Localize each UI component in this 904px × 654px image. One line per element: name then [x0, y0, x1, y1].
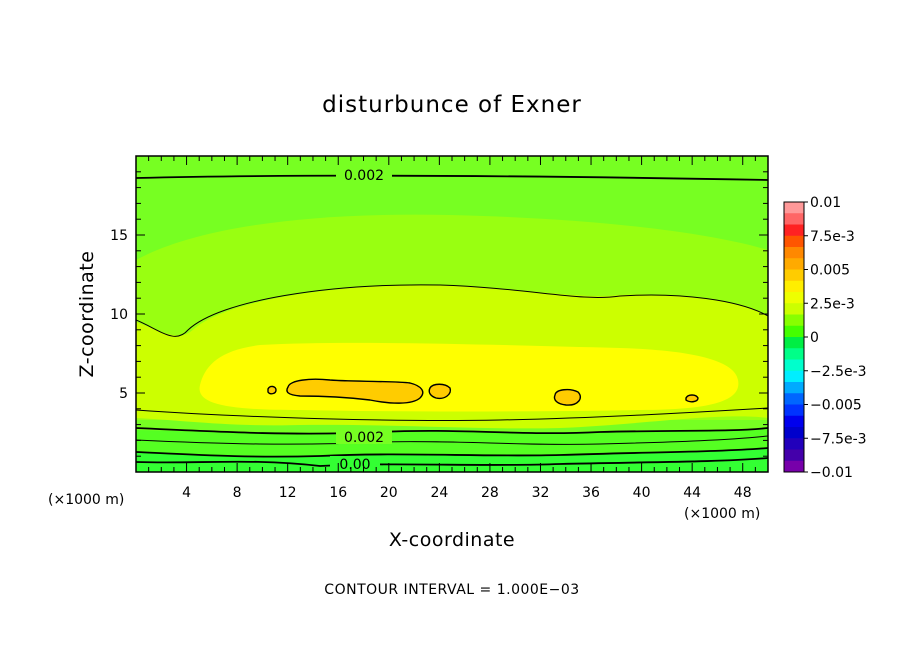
x-tick-label: 16: [329, 485, 347, 501]
colorbar-swatch: [784, 213, 804, 225]
colorbar-swatch: [784, 393, 804, 405]
colorbar-swatch: [784, 314, 804, 327]
x-axis-title: X-coordinate: [389, 529, 515, 551]
y-axis: 5 10 15: [110, 171, 768, 457]
colorbar-tick-label: 0: [810, 330, 819, 346]
x-tick-label: 44: [683, 485, 701, 501]
y-axis-title: Z-coordinate: [76, 251, 98, 378]
plot-area: [136, 156, 768, 472]
contour-line-top: [136, 174, 768, 181]
colorbar-swatch: [784, 269, 804, 282]
colorbar-swatch: [784, 224, 804, 237]
colorbar-tick-label: 0.005: [810, 263, 850, 279]
y-unit-note: (×1000 m): [48, 492, 124, 508]
colorbar-tick-label: −0.01: [810, 465, 853, 481]
x-tick-label: 32: [532, 485, 550, 501]
colorbar-swatch: [784, 303, 804, 315]
colorbar-swatch: [784, 292, 804, 304]
colorbar-swatch: [784, 202, 804, 214]
colorbar-swatch: [784, 404, 804, 417]
colorbar-tick-label: 2.5e-3: [810, 296, 855, 312]
x-axis: 4 8 12 16 20 24 28 32 36 40 44 48: [148, 156, 756, 501]
x-tick-label: 24: [430, 485, 448, 501]
colorbar-swatch: [784, 325, 804, 338]
x-tick-label: 4: [182, 485, 191, 501]
colorbar-tick-label: 0.01: [810, 195, 841, 211]
contour-label: 0.002: [344, 430, 384, 446]
contour-line-lower-1: [136, 407, 768, 422]
colorbar-tick-label: −7.5e-3: [810, 431, 867, 447]
contour-line-lower-2: [136, 427, 768, 435]
x-unit-note: (×1000 m): [684, 506, 760, 522]
band-yellow: [199, 342, 739, 412]
y-tick-label: 15: [110, 228, 128, 244]
x-tick-label: 40: [633, 485, 651, 501]
colorbar-swatch: [784, 438, 804, 450]
colorbar-swatch: [784, 247, 804, 259]
colorbar-swatch: [784, 348, 804, 360]
colorbar-swatch: [784, 382, 804, 394]
band-peak-1: [286, 378, 424, 404]
contour-label: 0.002: [344, 168, 384, 184]
contour-labels: 0.002 0.002 0.00: [330, 166, 392, 473]
colorbar-swatch: [784, 370, 804, 383]
contour-line-upper: [136, 284, 768, 337]
colorbar-swatch: [784, 359, 804, 372]
colorbar-tick-label: −2.5e-3: [810, 364, 867, 380]
contour-line-lower-5: [136, 457, 768, 467]
contour-label: 0.00: [339, 457, 370, 473]
x-tick-label: 20: [380, 485, 398, 501]
band-peak-2: [428, 383, 452, 400]
x-tick-label: 36: [582, 485, 600, 501]
band-peak-3: [267, 385, 277, 395]
colorbar-tick-label: −0.005: [810, 398, 862, 414]
colorbar-swatch: [784, 415, 804, 428]
contour-interval-note: CONTOUR INTERVAL = 1.000E−03: [324, 582, 579, 598]
contour-line-lower-4: [136, 447, 768, 458]
y-tick-label: 10: [110, 307, 128, 323]
colorbar-swatch: [784, 449, 804, 462]
colorbar-swatch: [784, 337, 804, 349]
band-peak-4: [553, 388, 582, 406]
colorbar-swatch: [784, 427, 804, 439]
contour-lines: [136, 174, 768, 467]
x-tick-label: 8: [233, 485, 242, 501]
colorbar-swatch: [784, 258, 804, 270]
y-tick-label: 5: [119, 386, 128, 402]
x-tick-label: 48: [734, 485, 752, 501]
colorbar-swatch: [784, 460, 804, 473]
band-peak-5: [685, 394, 699, 403]
x-tick-label: 12: [279, 485, 297, 501]
colorbar-swatch: [784, 235, 804, 248]
colorbar-tick-label: 7.5e-3: [810, 229, 855, 245]
colorbar: 0.01 7.5e-3 0.005 2.5e-3 0 −2.5e-3 −0.005 −7.5e…: [783, 195, 867, 481]
x-tick-label: 28: [481, 485, 499, 501]
colorbar-swatch: [784, 280, 804, 293]
chart-title: disturbunce of Exner: [322, 92, 582, 118]
contour-line-lower-3: [136, 435, 768, 445]
